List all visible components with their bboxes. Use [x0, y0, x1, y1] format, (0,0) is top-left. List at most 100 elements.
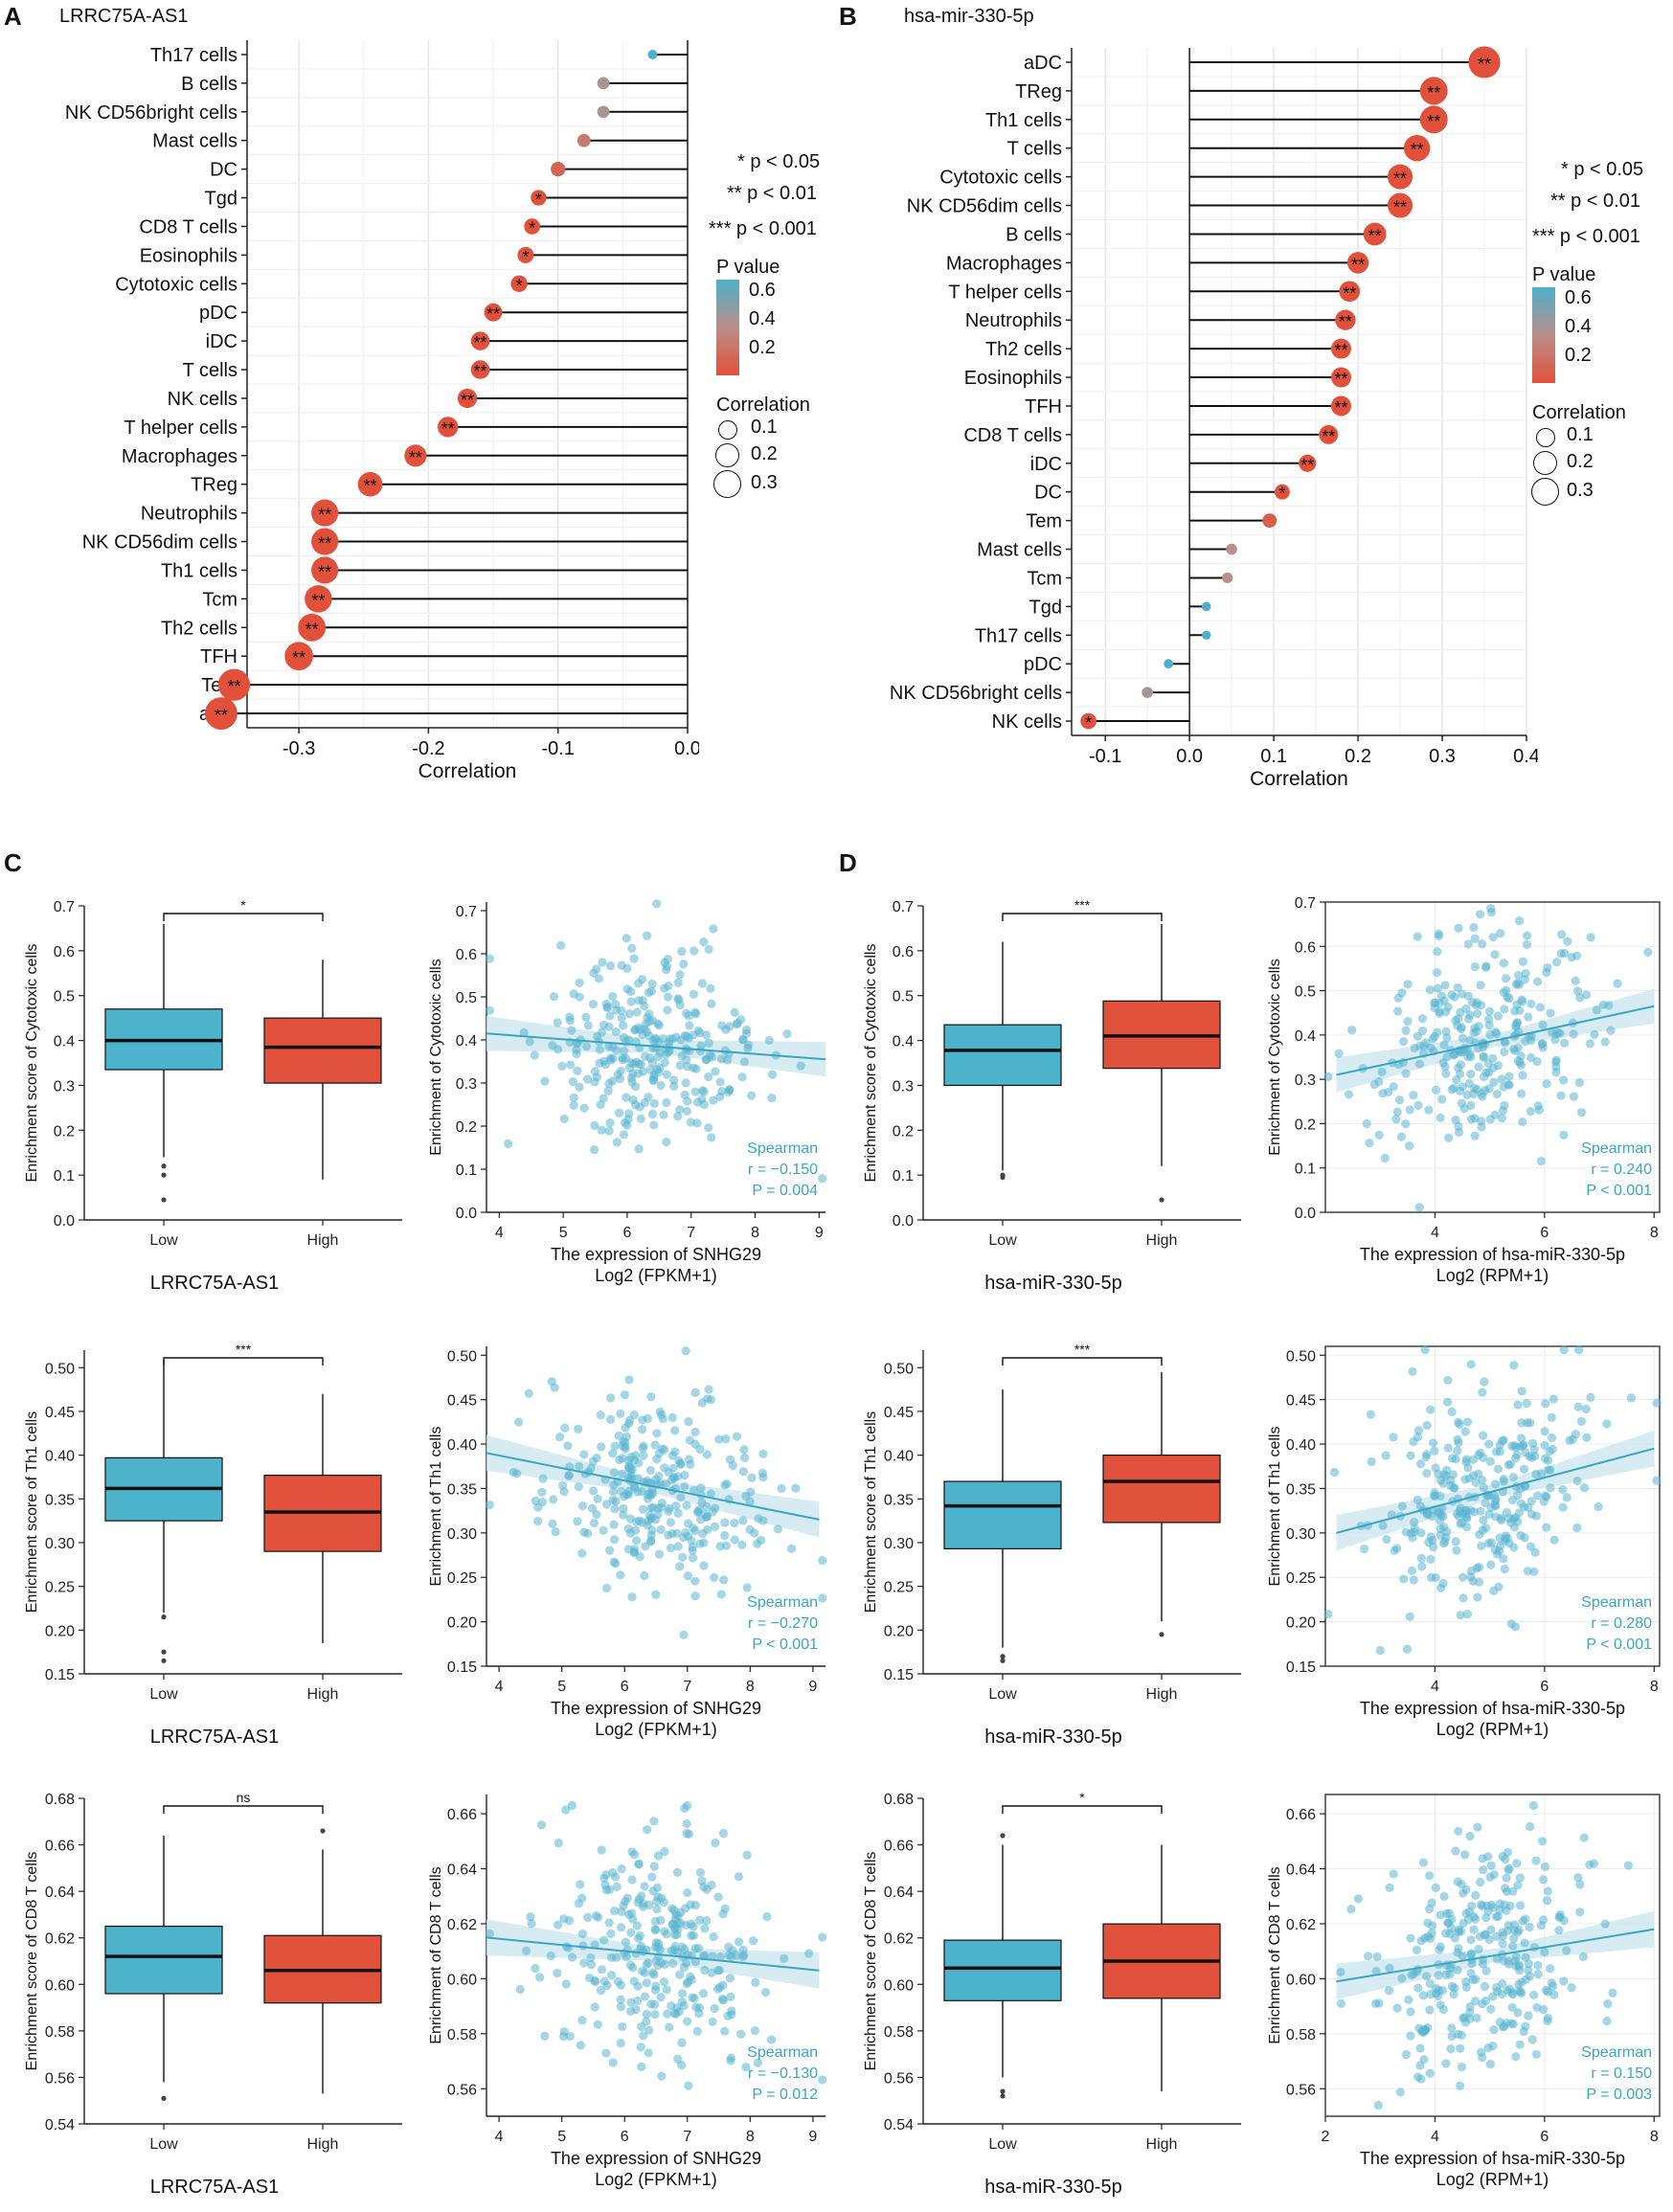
- scatter-point: [679, 1630, 689, 1639]
- scatter-point: [1513, 1881, 1523, 1890]
- scatter-point: [1546, 1465, 1555, 1475]
- scatter-point: [1505, 1901, 1515, 1910]
- significance-mark: *: [516, 276, 523, 295]
- spearman-stat: Spearman: [747, 1140, 818, 1157]
- scatter-point: [690, 1956, 700, 1967]
- y-tick-label: 0.64: [447, 1862, 477, 1879]
- scatter-point: [655, 1048, 665, 1057]
- box-outlier: [1000, 1654, 1006, 1659]
- lollipop-dot: [470, 331, 490, 350]
- y-axis-title: Enrichment of CD8 T cells: [1267, 1866, 1283, 2043]
- scatter-point: [782, 1028, 792, 1039]
- y-tick-label: 0.66: [1286, 1807, 1316, 1823]
- y-tick-label: 0.54: [884, 2117, 914, 2133]
- scatter-point: [605, 1117, 615, 1128]
- significance-mark: *: [1079, 1790, 1085, 1805]
- scatter-point: [649, 1098, 659, 1108]
- scatter-point: [741, 1025, 752, 1035]
- scatter-point: [1459, 1104, 1469, 1114]
- scatter-point: [1389, 1433, 1398, 1442]
- scatter-point: [588, 1456, 599, 1466]
- scatter-point: [616, 1409, 625, 1418]
- scatter-point: [583, 1021, 593, 1030]
- gene-title-a: LRRC75A-AS1: [59, 6, 189, 27]
- corr-size-0.3: [1531, 478, 1559, 506]
- scatter-point: [818, 1593, 827, 1603]
- scatter-point: [629, 1976, 639, 1986]
- scatter-point: [538, 1474, 548, 1483]
- scatter-point: [642, 2017, 651, 2026]
- scatter-point: [1426, 1405, 1436, 1414]
- scatter-point: [1586, 933, 1595, 942]
- scatter-point: [1336, 1967, 1345, 1977]
- scatter-point: [1441, 1069, 1451, 1078]
- category-label: T helper cells: [124, 418, 237, 439]
- scatter-point: [652, 1429, 662, 1438]
- scatter-point: [561, 1979, 571, 1989]
- y-axis-title: Enrichment of Cytotoxic cells: [1267, 959, 1283, 1155]
- scatter-point: [1527, 2035, 1537, 2044]
- lollipop-dot: [217, 668, 251, 701]
- scatter-point: [1401, 2049, 1412, 2060]
- scatter-point: [1504, 993, 1514, 1004]
- category-label: NK CD56dim cells: [82, 532, 237, 553]
- scatter-point: [682, 1818, 691, 1829]
- scatter-point: [625, 1960, 636, 1970]
- scatter-point: [568, 1077, 577, 1087]
- x-tick-label: 9: [808, 2129, 817, 2145]
- scatter-point: [605, 1414, 616, 1424]
- scatter-point: [615, 1455, 624, 1465]
- scatter-point: [1417, 1014, 1428, 1024]
- y-axis-title: Enrichment of CD8 T cells: [428, 1866, 444, 2043]
- scatter-point: [642, 931, 652, 940]
- scatter-point: [786, 1544, 797, 1553]
- scatter-point: [638, 1425, 647, 1434]
- scatter-point: [1556, 1091, 1566, 1100]
- scatter-point: [725, 1455, 735, 1464]
- spearman-stat: Spearman: [1581, 2044, 1652, 2061]
- significance-mark: **: [1351, 255, 1365, 274]
- box-outlier: [1159, 1197, 1164, 1203]
- y-tick-label: 0.40: [447, 1437, 477, 1454]
- x-tick-label: High: [307, 2136, 339, 2153]
- x-axis-title: LRRC75A-AS1: [150, 2177, 280, 2198]
- pvalue-colorbar: [716, 280, 739, 375]
- spearman-stat: Spearman: [1581, 1140, 1652, 1157]
- scatter-point: [1410, 1524, 1419, 1533]
- scatter-point: [1465, 1010, 1475, 1020]
- scatter-point: [1526, 1052, 1536, 1063]
- y-tick-label: 0.20: [447, 1615, 477, 1632]
- scatter-point: [758, 1473, 768, 1482]
- pvalue-colorbar: [1532, 287, 1555, 383]
- scatter-point: [652, 1905, 662, 1914]
- box-outlier: [1000, 2088, 1006, 2094]
- scatter-point: [718, 1828, 729, 1839]
- scatter-point: [723, 2011, 733, 2020]
- scatter-point: [586, 1463, 596, 1473]
- scatter-point: [707, 999, 716, 1008]
- y-tick-label: 0.60: [1286, 1972, 1316, 1988]
- scatter-point: [1479, 1431, 1488, 1440]
- scatter-point: [1466, 1949, 1477, 1958]
- scatter-point: [569, 989, 578, 999]
- scatter-point: [1473, 1822, 1482, 1832]
- scatter-point: [737, 1540, 747, 1549]
- category-label: Th1 cells: [985, 110, 1062, 131]
- scatter-point: [715, 1077, 725, 1087]
- scatter-point: [1509, 1361, 1519, 1370]
- scatter-point: [610, 1441, 620, 1451]
- scatter-point: [692, 2026, 702, 2036]
- scatter-point: [1504, 1072, 1514, 1081]
- scatter-point: [1425, 1978, 1435, 1989]
- scatter-point: [1432, 968, 1442, 978]
- scatter-point: [1435, 1507, 1444, 1518]
- regression-line: [1336, 1004, 1655, 1076]
- significance-mark: *: [1085, 713, 1092, 733]
- scatter-point: [619, 1492, 629, 1501]
- scatter-point: [1507, 2002, 1517, 2012]
- scatter-plot-c2: 0.15 0.20 0.25 0.30 0.35 0.40 0.45 0.50 4 5 6 7 8 9 En…: [428, 1346, 827, 1739]
- scatter-point: [1456, 1611, 1465, 1620]
- scatter-point: [1431, 1085, 1441, 1095]
- scatter-point: [780, 1953, 789, 1963]
- scatter-point: [1613, 979, 1622, 988]
